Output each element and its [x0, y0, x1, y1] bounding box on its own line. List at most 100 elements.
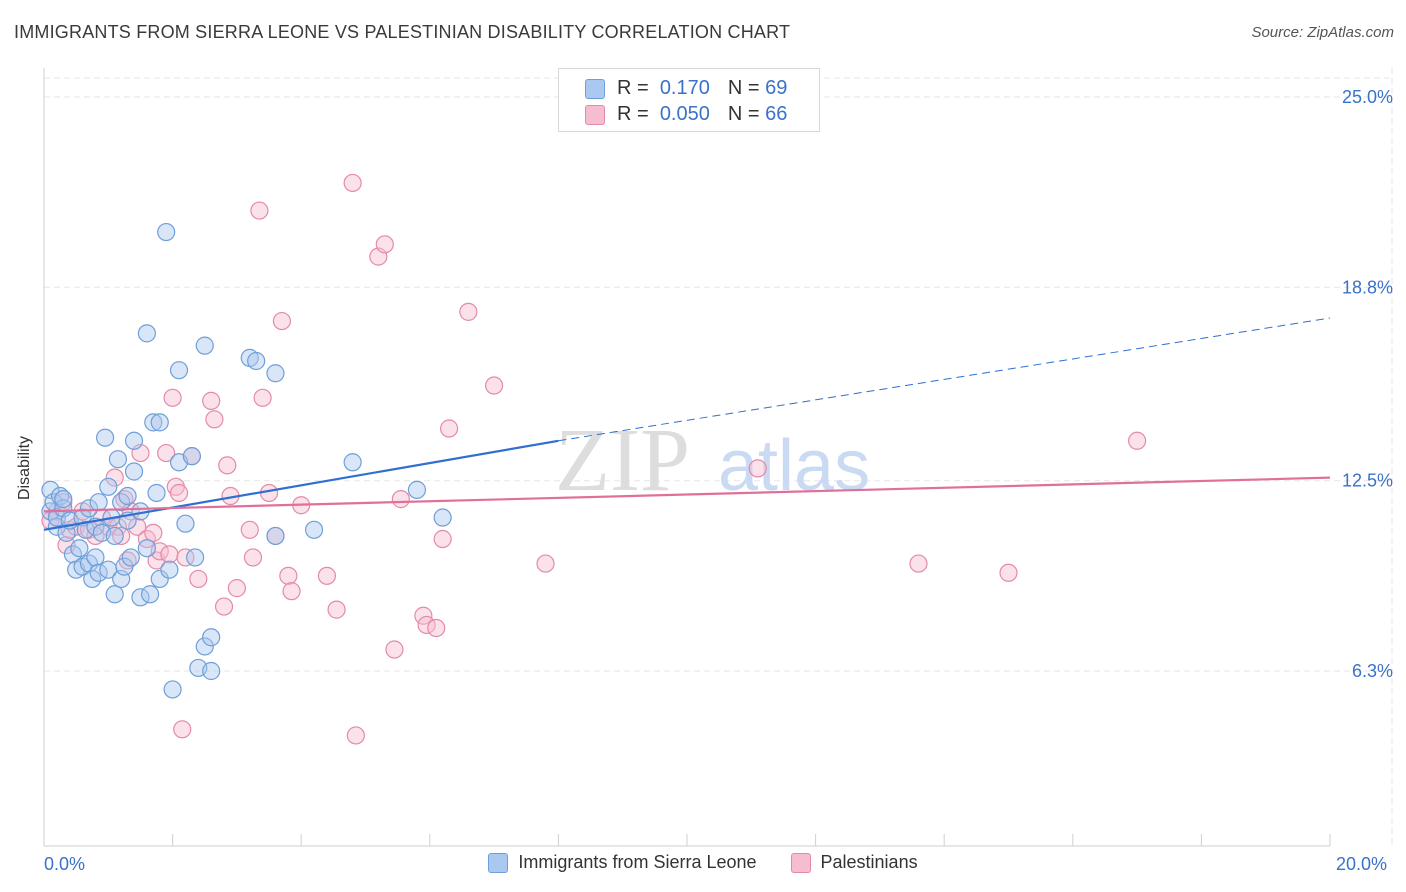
data-point — [150, 569, 169, 589]
data-point — [173, 720, 192, 739]
y-tick-label: 6.3% — [1352, 661, 1393, 681]
legend-n-label: N = — [727, 77, 760, 99]
data-point — [70, 539, 89, 558]
data-point — [266, 526, 285, 546]
data-point — [304, 520, 324, 539]
legend-r-label: R = — [617, 77, 649, 99]
data-point — [247, 351, 266, 371]
y-tick-label: 18.8% — [1342, 277, 1393, 297]
data-point — [169, 361, 189, 380]
data-point — [140, 585, 160, 604]
axes — [43, 68, 1331, 847]
data-point — [95, 428, 115, 447]
data-point — [128, 517, 147, 536]
source-label: Source: ZipAtlas.com — [1251, 24, 1394, 41]
data-point — [317, 566, 337, 585]
data-point — [137, 324, 156, 343]
data-point — [205, 410, 224, 429]
data-point — [137, 539, 156, 558]
legend-swatch-blue — [585, 78, 605, 99]
legend-r-value: 0.050 — [659, 103, 710, 125]
data-point — [99, 477, 118, 496]
data-point — [427, 618, 446, 638]
data-point — [433, 529, 452, 549]
legend-n-value: 66 — [765, 103, 788, 125]
data-point — [1127, 431, 1147, 450]
data-point — [485, 376, 504, 395]
data-point — [439, 419, 459, 438]
data-point — [218, 456, 237, 475]
data-point — [124, 462, 144, 481]
x-tick-min: 0.0% — [44, 854, 86, 874]
data-point — [105, 526, 124, 546]
data-point — [282, 582, 301, 601]
data-point — [227, 579, 246, 598]
data-point — [112, 526, 131, 546]
series-legend: Immigrants from Sierra Leone Palestinian… — [0, 852, 1406, 873]
data-point — [189, 569, 208, 589]
data-point — [182, 447, 201, 466]
data-point — [54, 490, 73, 509]
data-point — [748, 459, 767, 478]
data-point — [433, 508, 452, 527]
data-point — [157, 222, 176, 242]
data-point — [202, 391, 221, 410]
data-point — [266, 364, 285, 383]
data-point — [105, 468, 124, 487]
data-point — [536, 554, 555, 573]
tick-labels: 6.3% 12.5% 18.8% 25.0% — [1342, 87, 1393, 681]
stats-legend: R = 0.170 N = 69 R = 0.050 N = 66 — [558, 68, 820, 132]
sierra-leone-points — [41, 222, 452, 699]
data-point — [250, 201, 269, 220]
data-point — [909, 554, 928, 573]
legend-n-label: N = — [727, 103, 760, 125]
data-point — [118, 486, 137, 506]
y-tick-label: 25.0% — [1342, 87, 1393, 107]
trend-lines — [43, 317, 1331, 531]
data-point — [375, 235, 394, 254]
data-point — [279, 566, 298, 585]
data-point — [163, 680, 182, 699]
data-point — [176, 514, 195, 533]
data-point — [105, 585, 124, 604]
legend-row-sierra-leone: R = 0.170 N = 69 — [585, 77, 787, 100]
data-point — [999, 563, 1018, 582]
data-point — [150, 413, 169, 432]
data-point — [407, 480, 427, 499]
data-point — [79, 499, 99, 518]
data-point — [169, 483, 189, 503]
data-point — [240, 520, 259, 539]
data-point — [121, 548, 140, 567]
data-point — [202, 628, 221, 647]
data-point — [214, 597, 234, 616]
watermark: ZIP atlas — [555, 411, 870, 510]
legend-r-value: 0.170 — [659, 77, 710, 99]
data-point — [89, 493, 108, 512]
legend-swatch-pink — [585, 104, 605, 125]
legend-label: Palestinians — [820, 852, 918, 872]
data-point — [195, 637, 214, 656]
data-point — [243, 548, 263, 567]
data-point — [202, 661, 221, 681]
data-point — [176, 548, 195, 567]
data-point — [459, 302, 478, 321]
data-point — [327, 600, 346, 619]
legend-item-palestinians[interactable]: Palestinians — [790, 852, 918, 873]
data-point — [86, 548, 105, 567]
data-point — [147, 483, 166, 503]
legend-swatch-pink — [790, 852, 811, 873]
data-point — [144, 523, 163, 542]
y-tick-label: 12.5% — [1342, 471, 1393, 491]
data-point — [186, 548, 205, 567]
data-point — [115, 557, 134, 576]
data-point — [391, 490, 410, 509]
legend-item-sierra-leone[interactable]: Immigrants from Sierra Leone — [488, 852, 757, 873]
data-point — [160, 545, 179, 564]
data-point — [343, 453, 362, 472]
legend-swatch-blue — [488, 852, 509, 873]
trend-line-sierra-leone-extension — [558, 317, 1331, 442]
data-point — [195, 336, 214, 355]
data-point — [385, 640, 404, 659]
legend-r-label: R = — [617, 103, 649, 125]
